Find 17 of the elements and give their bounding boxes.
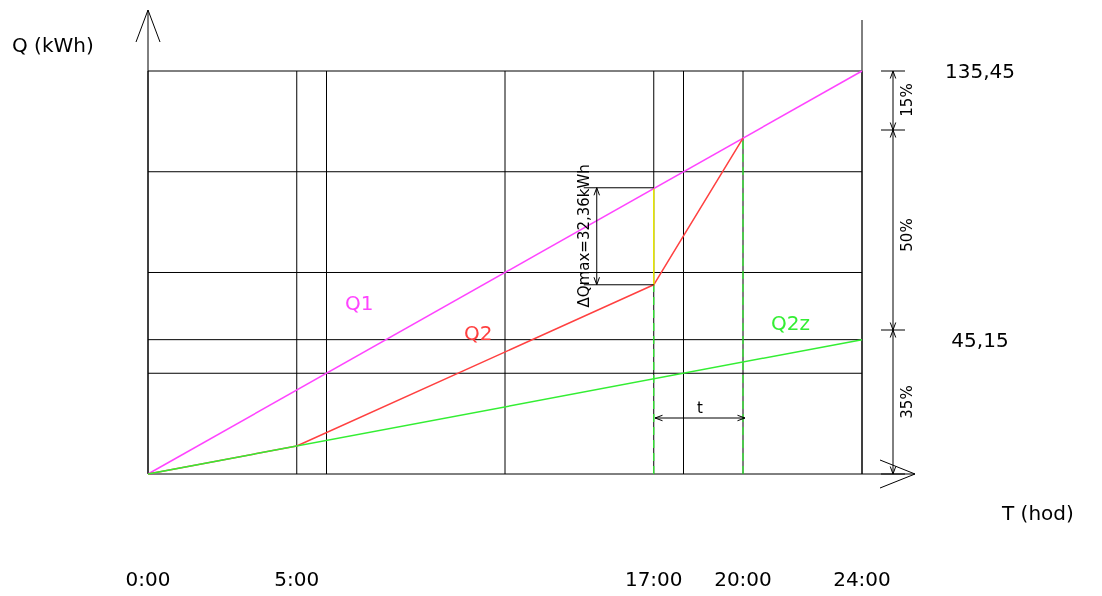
- series-label: Q1: [344, 291, 374, 316]
- text: 35%: [898, 385, 916, 419]
- annotation: ΔQmax=32,36kWh: [574, 164, 593, 308]
- x-tick-label: 24:00: [833, 567, 891, 591]
- text: 50%: [898, 218, 916, 252]
- y-axis-title: Q (kWh): [12, 33, 94, 57]
- y-tick-label: 135,45: [945, 59, 1015, 83]
- annotation: t: [697, 399, 704, 417]
- x-tick-label: 20:00: [714, 567, 772, 591]
- x-tick-label: 5:00: [274, 567, 320, 591]
- series-label: Q2z: [771, 311, 811, 335]
- y-tick-label: 45,15: [951, 327, 1009, 352]
- x-tick-label: 17:00: [624, 567, 683, 591]
- x-axis-title: T (hod): [1001, 501, 1074, 525]
- series-label: Q2: [463, 321, 493, 346]
- text: 15%: [898, 83, 916, 117]
- x-tick-label: 0:00: [125, 567, 171, 591]
